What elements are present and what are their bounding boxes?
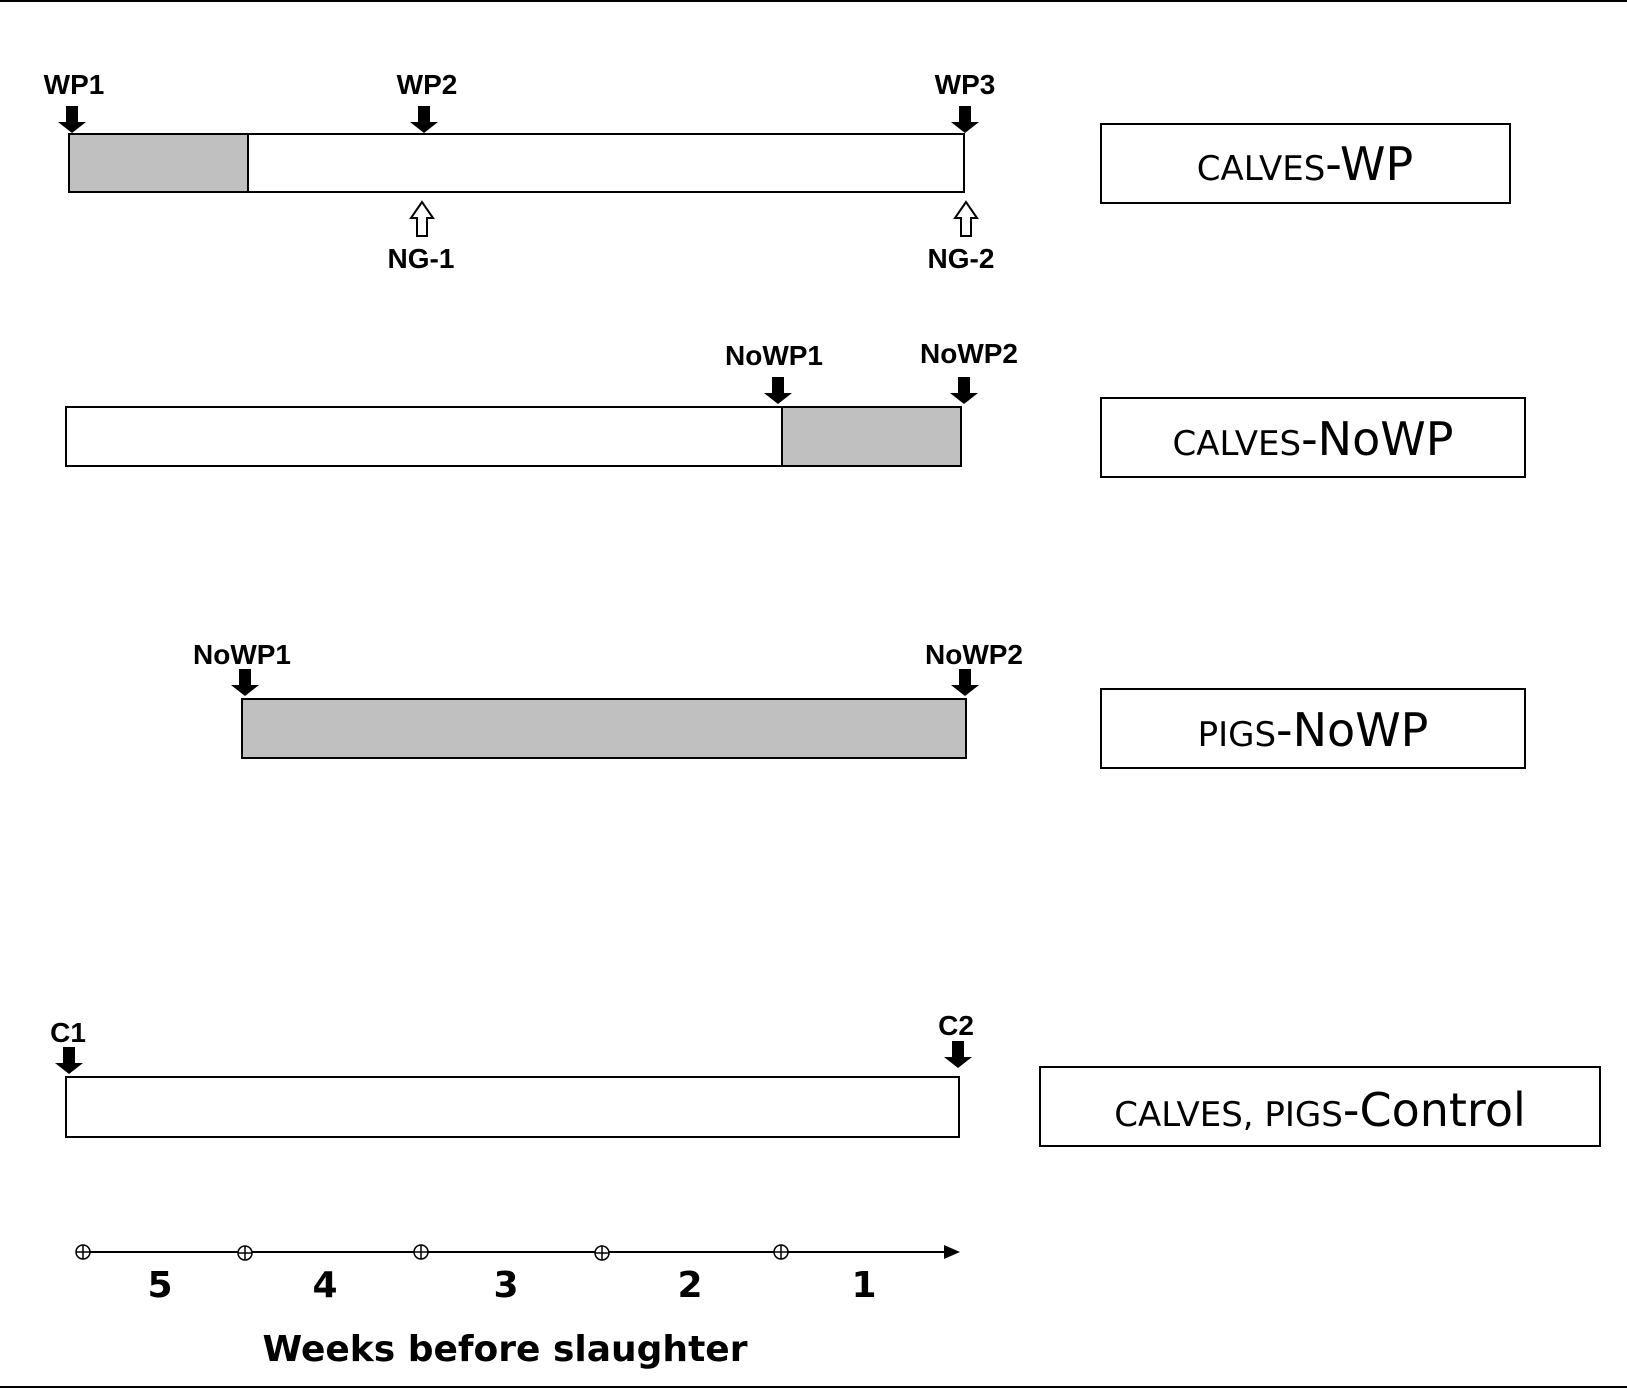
marker-label-nowp2: NoWP2 (925, 639, 1023, 670)
up-arrow-open-icon (954, 201, 978, 237)
control-row: C1 C2 CALVES, PIGS-Control (50, 1010, 1601, 1147)
down-arrow-icon (951, 106, 979, 133)
week-label: 5 (147, 1265, 172, 1306)
week-label: 4 (312, 1265, 337, 1306)
marker-label-wp3: WP3 (935, 69, 996, 100)
marker-label-nowp2: NoWP2 (920, 338, 1018, 369)
week-label: 2 (677, 1265, 702, 1306)
marker-label-ng1: NG-1 (388, 243, 455, 274)
down-arrow-icon (58, 106, 86, 133)
axis-title: Weeks before slaughter (263, 1329, 748, 1370)
marker-label-wp2: WP2 (397, 69, 458, 100)
down-arrow-icon (764, 377, 792, 404)
axis-tick (413, 1244, 429, 1260)
calves-wp-row: WP1 WP2 WP3 NG-1 NG-2 CALVES-WP (44, 69, 1511, 274)
week-label: 1 (851, 1265, 876, 1306)
axis-tick (773, 1244, 789, 1260)
group-label-control: CALVES, PIGS-Control (1114, 1083, 1526, 1137)
down-arrow-icon (55, 1047, 83, 1074)
control-unshaded-period (65, 1076, 960, 1138)
axis-tick (237, 1245, 253, 1261)
axis-arrowhead-icon (944, 1245, 960, 1259)
marker-label-nowp1: NoWP1 (725, 340, 823, 371)
group-label-pigs-nowp: PIGS-NoWP (1198, 703, 1429, 757)
group-label-box (1039, 1066, 1601, 1147)
group-label-box (1100, 688, 1526, 769)
marker-label-nowp1: NoWP1 (193, 639, 291, 670)
axis-tick (594, 1245, 610, 1261)
calves-nowp-unshaded-period (65, 406, 783, 467)
down-arrow-icon (950, 377, 978, 404)
marker-label-wp1: WP1 (44, 69, 105, 100)
calves-nowp-shaded-period (781, 406, 962, 467)
calves-nowp-row: NoWP1 NoWP2 CALVES-NoWP (65, 338, 1526, 478)
axis-tick (75, 1244, 91, 1260)
group-label-calves-wp: CALVES-WP (1197, 137, 1414, 191)
up-arrow-open-icon (410, 201, 434, 237)
marker-label-ng2: NG-2 (928, 243, 995, 274)
week-label: 3 (493, 1265, 518, 1306)
pigs-nowp-shaded-period (241, 698, 967, 759)
down-arrow-icon (944, 1041, 972, 1068)
group-label-box (1100, 123, 1511, 204)
marker-label-c1: C1 (50, 1017, 86, 1048)
pigs-nowp-row: NoWP1 NoWP2 PIGS-NoWP (193, 639, 1526, 769)
down-arrow-icon (951, 669, 979, 696)
down-arrow-icon (410, 106, 438, 133)
calves-wp-shaded-period (68, 133, 249, 193)
down-arrow-icon (231, 669, 259, 696)
calves-wp-unshaded-period (247, 133, 965, 193)
weeks-axis: 5 4 3 2 1 Weeks before slaughter (75, 1244, 960, 1370)
group-label-box (1100, 397, 1526, 478)
marker-label-c2: C2 (938, 1010, 974, 1041)
group-label-calves-nowp: CALVES-NoWP (1173, 412, 1454, 466)
